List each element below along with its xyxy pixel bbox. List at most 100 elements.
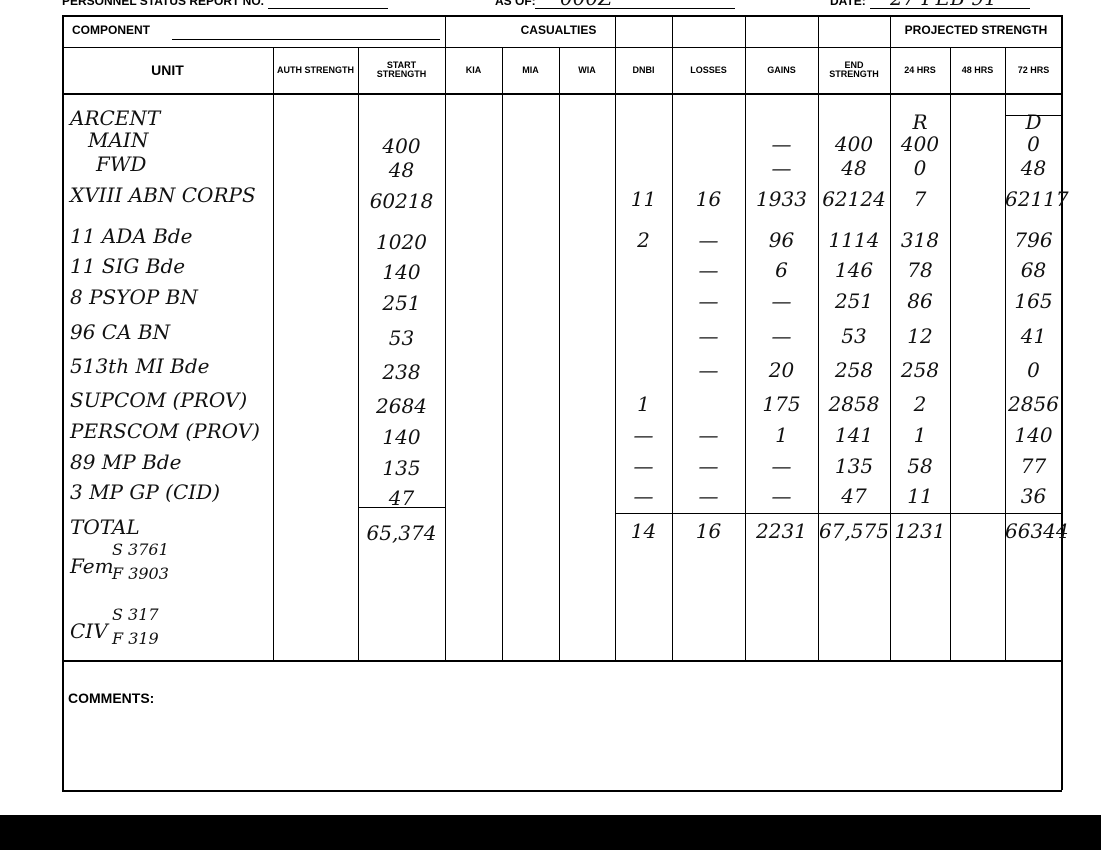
cell-value: —: [771, 454, 792, 478]
report-no-label: PERSONNEL STATUS REPORT NO.: [62, 0, 265, 8]
cell-value: 12: [907, 324, 933, 348]
cell-value: 318: [900, 228, 940, 252]
cell-value: 1: [637, 392, 650, 416]
rule: [358, 47, 359, 660]
cell-value: 62124: [822, 187, 886, 211]
projected-label: PROJECTED STRENGTH: [904, 23, 1048, 37]
cell-value: 135: [382, 456, 421, 480]
column-header: MIA: [522, 64, 539, 75]
column-header: KIA: [465, 64, 482, 75]
unit-note: F 3903: [112, 564, 169, 583]
rule: [273, 47, 274, 660]
cell-value: —: [698, 484, 719, 508]
cell-value: 16: [695, 187, 722, 211]
column-header: 72 HRS: [1017, 64, 1050, 75]
cell-value: D: [1025, 110, 1042, 134]
cell-value: 175: [762, 392, 801, 416]
cell-value: 53: [388, 326, 415, 350]
cell-value: —: [698, 324, 719, 348]
unit-name: 96 CA BN: [70, 320, 171, 344]
cell-value: 6: [775, 258, 788, 282]
scan-band: [0, 815, 1101, 850]
date-label: DATE:: [830, 0, 866, 8]
casualties-label: CASUALTIES: [520, 23, 597, 37]
rule: [1061, 15, 1063, 790]
cell-value: 20: [768, 358, 795, 382]
cell-value: —: [633, 423, 654, 447]
rule: [445, 47, 446, 660]
unit-note: S 317: [112, 605, 159, 624]
cell-value: —: [633, 484, 654, 508]
rule: [502, 47, 503, 660]
unit-note: F 319: [112, 629, 159, 648]
cell-value: —: [771, 156, 792, 180]
cell-value: 2: [913, 392, 927, 416]
column-header: DNBI: [632, 64, 655, 75]
rule: [890, 15, 891, 660]
unit-name: FWD: [96, 152, 147, 176]
cell-value: —: [771, 132, 792, 156]
rule: [445, 15, 446, 47]
cell-value: 1114: [828, 228, 880, 252]
cell-value: 258: [900, 358, 940, 382]
cell-value: 135: [834, 454, 874, 478]
rule: [890, 15, 891, 47]
column-header: WIA: [578, 64, 596, 75]
unit-name: Fem: [70, 554, 114, 578]
cell-value: 11: [907, 484, 933, 508]
unit-name: PERSCOM (PROV): [70, 419, 260, 443]
column-header: GAINS: [767, 64, 796, 75]
column-header: LOSSES: [690, 64, 727, 75]
unit-name: 89 MP Bde: [70, 450, 182, 474]
cell-value: 140: [382, 425, 421, 449]
cell-value: 1020: [376, 230, 427, 254]
rule: [1005, 115, 1062, 116]
cell-value: 258: [834, 358, 874, 382]
column-header: UNIT: [151, 61, 184, 78]
cell-value: 2858: [828, 392, 880, 416]
cell-value: —: [698, 258, 719, 282]
rule: [950, 47, 951, 660]
unit-name: 8 PSYOP BN: [70, 285, 198, 309]
unit-name: XVIII ABN CORPS: [70, 183, 256, 207]
unit-name: 513th MI Bde: [70, 354, 210, 378]
cell-value: 47: [841, 484, 867, 508]
cell-value: 48: [388, 158, 415, 182]
cell-value: —: [771, 289, 792, 313]
cell-value: 2684: [376, 394, 427, 418]
cell-value: 53: [841, 324, 867, 348]
unit-note: S 3761: [112, 540, 169, 559]
cell-value: 140: [382, 260, 421, 284]
cell-value: 78: [907, 258, 933, 282]
cell-value: 86: [907, 289, 933, 313]
cell-value: —: [771, 484, 792, 508]
cell-value: —: [698, 423, 719, 447]
unit-name: CIV: [70, 619, 108, 643]
rule: [559, 47, 560, 660]
as-of-value: 000Z: [560, 0, 612, 10]
cell-value: —: [698, 289, 719, 313]
cell-value: —: [698, 228, 719, 252]
cell-value: 1231: [894, 519, 946, 543]
cell-value: 400: [900, 132, 940, 156]
cell-value: 2231: [756, 519, 807, 543]
cell-value: 14: [630, 519, 657, 543]
unit-name: ARCENT: [70, 106, 161, 130]
cell-value: 66344: [1005, 519, 1069, 543]
unit-name: TOTAL: [70, 515, 140, 539]
cell-value: 68: [1020, 258, 1047, 282]
cell-value: 1933: [756, 187, 807, 211]
cell-value: 238: [382, 360, 421, 384]
cell-value: 400: [834, 132, 874, 156]
column-header: START STRENGTH: [376, 60, 427, 79]
unit-name: 3 MP GP (CID): [70, 480, 221, 504]
column-header: END STRENGTH: [829, 60, 879, 79]
cell-value: 1: [775, 423, 788, 447]
cell-value: 146: [834, 258, 874, 282]
cell-value: 48: [841, 156, 867, 180]
cell-value: 41: [1020, 324, 1047, 348]
unit-name: 11 ADA Bde: [70, 224, 193, 248]
rule: [818, 15, 819, 660]
rule: [745, 15, 746, 660]
cell-value: 7: [913, 187, 927, 211]
